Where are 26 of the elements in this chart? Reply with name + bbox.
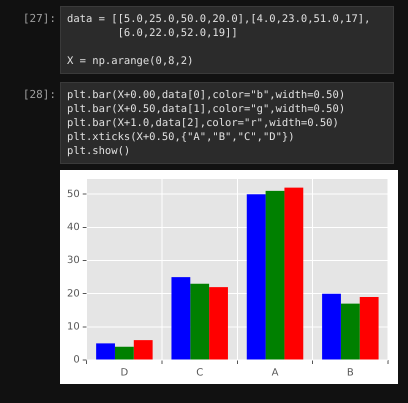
y-tick-label: 0 — [73, 354, 80, 366]
x-tick-label: B — [346, 368, 354, 379]
bar — [134, 340, 153, 360]
text: [28]: — [22, 87, 57, 103]
bar — [322, 294, 341, 360]
bar — [340, 304, 360, 360]
y-tick-label: 10 — [66, 321, 80, 332]
bar — [171, 277, 190, 360]
x-tick-label: C — [196, 368, 204, 379]
text: data = [[5.0,25.0,50.0,20.0],[4.0,23.0,51.0,17], [6.0,22.0,52.0,19]] X = np.arange(0,8,2) — [67, 13, 370, 67]
bar — [266, 190, 284, 360]
x-tick-label: A — [272, 368, 279, 379]
bar — [360, 297, 379, 360]
bar — [114, 346, 134, 360]
bar — [190, 284, 210, 360]
y-tick-label: 40 — [66, 222, 80, 233]
bar — [209, 287, 228, 360]
y-tick-label: 20 — [66, 288, 80, 300]
x-tick-label: D — [120, 368, 129, 379]
bar — [246, 194, 266, 360]
bar — [96, 343, 115, 360]
bar — [284, 188, 304, 360]
text: [27]: — [22, 11, 57, 27]
y-tick-label: 30 — [66, 255, 80, 266]
y-tick-label: 50 — [66, 188, 80, 200]
text: plt.bar(X+0.00,data[0],color="b",width=0.50) plt.bar(X+0.50,data[1],color="g",width=0.50) plt.bar(X+1.0,data[2],color="r",width=0.50) plt.xticks(X+0.50,{"A","B","C","D"}) plt.show() — [60, 82, 394, 164]
